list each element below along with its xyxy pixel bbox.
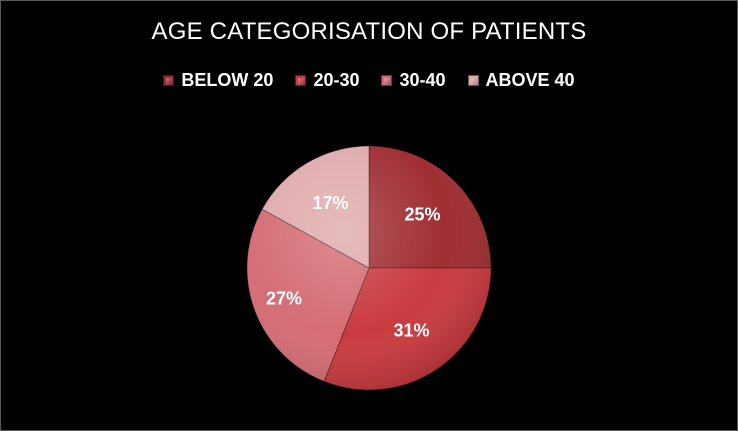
pie-slices (246, 145, 492, 391)
pie-label-above-40: 17% (312, 193, 348, 213)
legend-label-below-20: BELOW 20 (181, 70, 274, 90)
legend-item-20-30: 20-30 (295, 70, 359, 91)
pie-labels: 25% 31% 27% 17% (266, 193, 440, 341)
pie-label-20-30: 31% (394, 321, 430, 341)
legend-swatch-below-20 (163, 75, 175, 86)
legend-swatch-above-40 (467, 75, 479, 86)
pie-label-below-20: 25% (404, 205, 440, 225)
legend-swatch-20-30 (295, 75, 307, 86)
legend-label-30-40: 30-40 (399, 70, 446, 90)
chart-legend: BELOW 20 20-30 30-40 ABOVE 40 (0, 70, 738, 91)
legend-label-20-30: 20-30 (313, 70, 360, 90)
legend-label-above-40: ABOVE 40 (485, 70, 575, 90)
legend-item-30-40: 30-40 (381, 70, 446, 91)
chart-title: AGE CATEGORISATION OF PATIENTS (151, 18, 587, 45)
legend-swatch-30-40 (381, 75, 393, 86)
pie-label-30-40: 27% (266, 289, 302, 309)
legend-item-below-20: BELOW 20 (163, 70, 273, 91)
legend-item-above-40: ABOVE 40 (467, 70, 575, 91)
